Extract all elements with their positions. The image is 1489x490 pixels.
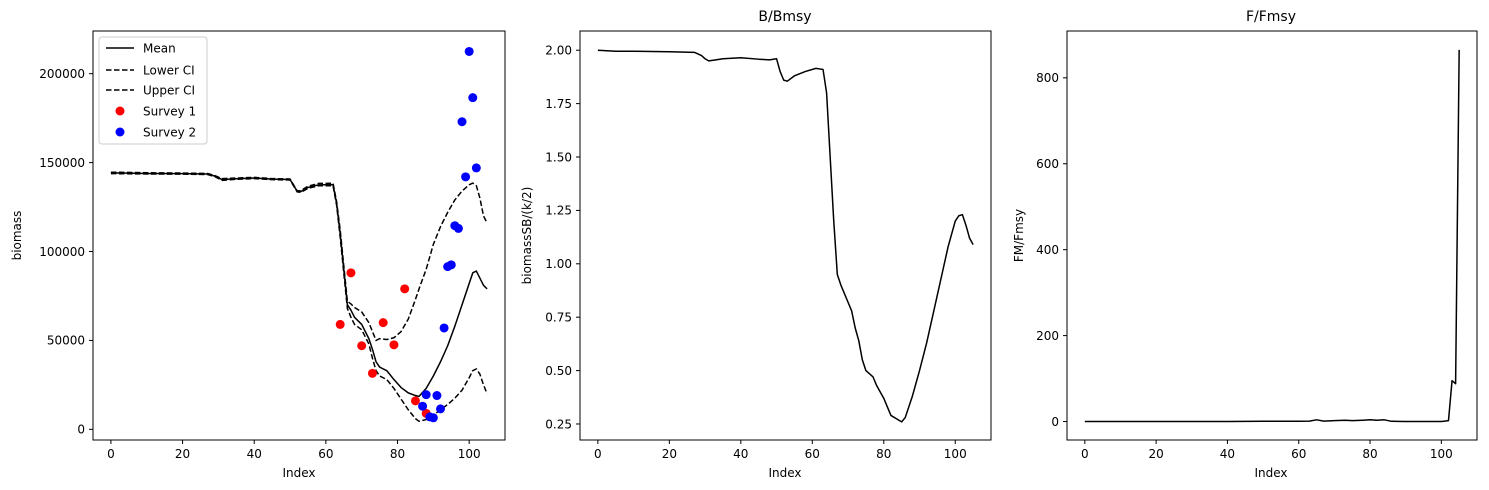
axes-frame	[579, 30, 992, 441]
legend-label-survey-1: Survey 1	[143, 105, 196, 119]
y-tick-label: 150000	[39, 156, 85, 170]
axes-frame	[1066, 30, 1478, 441]
x-tick-label: 20	[1148, 447, 1163, 461]
x-tick-label: 100	[458, 447, 481, 461]
x-axis-label: Index	[768, 466, 801, 480]
x-tick-label: 0	[594, 447, 602, 461]
legend: Mean Lower CI Upper CI Survey 1 Survey 2	[98, 36, 208, 145]
y-tick-label: 1.50	[545, 150, 572, 164]
survey-2-point	[457, 117, 467, 127]
x-tick-label: 0	[1081, 447, 1089, 461]
y-axis-label: FM/Fmsy	[1012, 209, 1026, 262]
series-0-line	[1084, 49, 1460, 423]
legend-box	[98, 36, 208, 145]
legend-swatch-survey-1	[115, 106, 125, 116]
upper-ci-line	[110, 171, 488, 342]
x-tick-label: 20	[175, 447, 190, 461]
survey-2-point	[464, 46, 474, 56]
x-tick-label: 100	[944, 447, 967, 461]
plot-area	[597, 49, 974, 423]
x-tick-label: 40	[733, 447, 748, 461]
y-tick-label: 1.25	[545, 204, 572, 218]
biomass-panel: 0 20 40 60 80 100 0 50000 100000 150000 200000 In…	[10, 30, 506, 480]
legend-label-upper-ci: Upper CI	[143, 84, 195, 98]
lower-ci-line	[110, 172, 488, 423]
x-tick-label: 80	[876, 447, 891, 461]
y-tick-label: 0	[77, 423, 85, 437]
y-tick-label: 200000	[39, 67, 85, 81]
survey-1-point	[335, 319, 345, 329]
survey-2-point	[446, 260, 456, 270]
x-tick-label: 40	[1220, 447, 1235, 461]
y-tick-label: 2.00	[545, 44, 572, 58]
survey-2-point	[468, 93, 478, 103]
x-tick-label: 20	[662, 447, 677, 461]
x-tick-label: 80	[390, 447, 405, 461]
y-tick-label: 0.75	[545, 310, 572, 324]
survey-2-point	[439, 323, 449, 333]
x-axis-ticks: 0 20 40 60 80 100	[594, 440, 967, 461]
plot-area	[110, 46, 488, 423]
legend-swatch-survey-2	[115, 127, 125, 137]
legend-label-survey-2: Survey 2	[143, 126, 196, 140]
survey-2-point	[436, 404, 446, 414]
x-axis-ticks: 0 20 40 60 80 100	[1081, 440, 1453, 461]
y-tick-label: 0.25	[545, 417, 572, 431]
survey-2-point	[471, 163, 481, 173]
x-axis-label: Index	[282, 466, 315, 480]
series-0-line	[597, 49, 974, 423]
y-tick-label: 800	[1036, 71, 1059, 85]
survey-1-point	[378, 318, 388, 328]
y-axis-ticks: 0.25 0.50 0.75 1.00 1.25 1.50 1.75 2.00	[545, 44, 580, 431]
y-tick-label: 50000	[47, 334, 85, 348]
survey-2-point	[418, 401, 428, 411]
survey-1-point	[367, 368, 377, 378]
y-axis-label: biomassSB/(k/2)	[520, 187, 534, 285]
survey-2-point	[428, 413, 438, 423]
survey-2-point	[432, 391, 442, 401]
legend-label-mean: Mean	[143, 42, 176, 56]
survey-2-point	[461, 172, 471, 182]
panel-title: F/Fmsy	[1246, 9, 1296, 25]
x-axis-label: Index	[1254, 466, 1287, 480]
y-tick-label: 200	[1036, 329, 1059, 343]
axes-frame	[92, 30, 506, 441]
survey-2-point	[453, 223, 463, 233]
x-tick-label: 0	[107, 447, 115, 461]
x-tick-label: 100	[1430, 447, 1453, 461]
y-tick-label: 1.00	[545, 257, 572, 271]
x-tick-label: 60	[1291, 447, 1306, 461]
y-tick-label: 100000	[39, 245, 85, 259]
y-tick-label: 600	[1036, 157, 1059, 171]
y-tick-label: 0.50	[545, 364, 572, 378]
y-axis-label: biomass	[10, 211, 24, 261]
survey-2-point	[421, 390, 431, 400]
y-tick-label: 0	[1051, 415, 1059, 429]
survey-1-point	[400, 284, 410, 294]
x-tick-label: 40	[247, 447, 262, 461]
x-tick-label: 80	[1362, 447, 1377, 461]
b-bmsy-panel: B/Bmsy 0 20 40 60 80 100 0.25 0.50 0.75 1.00 1.25…	[520, 9, 992, 480]
survey-1-point	[346, 268, 356, 278]
plot-area	[1084, 49, 1460, 423]
y-axis-ticks: 0 200 400 600 800	[1036, 71, 1067, 429]
mean-line	[110, 172, 488, 398]
panel-title: B/Bmsy	[758, 9, 811, 25]
x-tick-label: 60	[318, 447, 333, 461]
y-axis-ticks: 0 50000 100000 150000 200000	[39, 67, 93, 437]
survey-1-point	[389, 340, 399, 350]
y-tick-label: 1.75	[545, 97, 572, 111]
survey-1-point	[410, 396, 420, 406]
x-tick-label: 60	[805, 447, 820, 461]
survey-1-point	[357, 341, 367, 351]
y-tick-label: 400	[1036, 243, 1059, 257]
legend-label-lower-ci: Lower CI	[143, 64, 195, 78]
x-axis-ticks: 0 20 40 60 80 100	[107, 440, 481, 461]
